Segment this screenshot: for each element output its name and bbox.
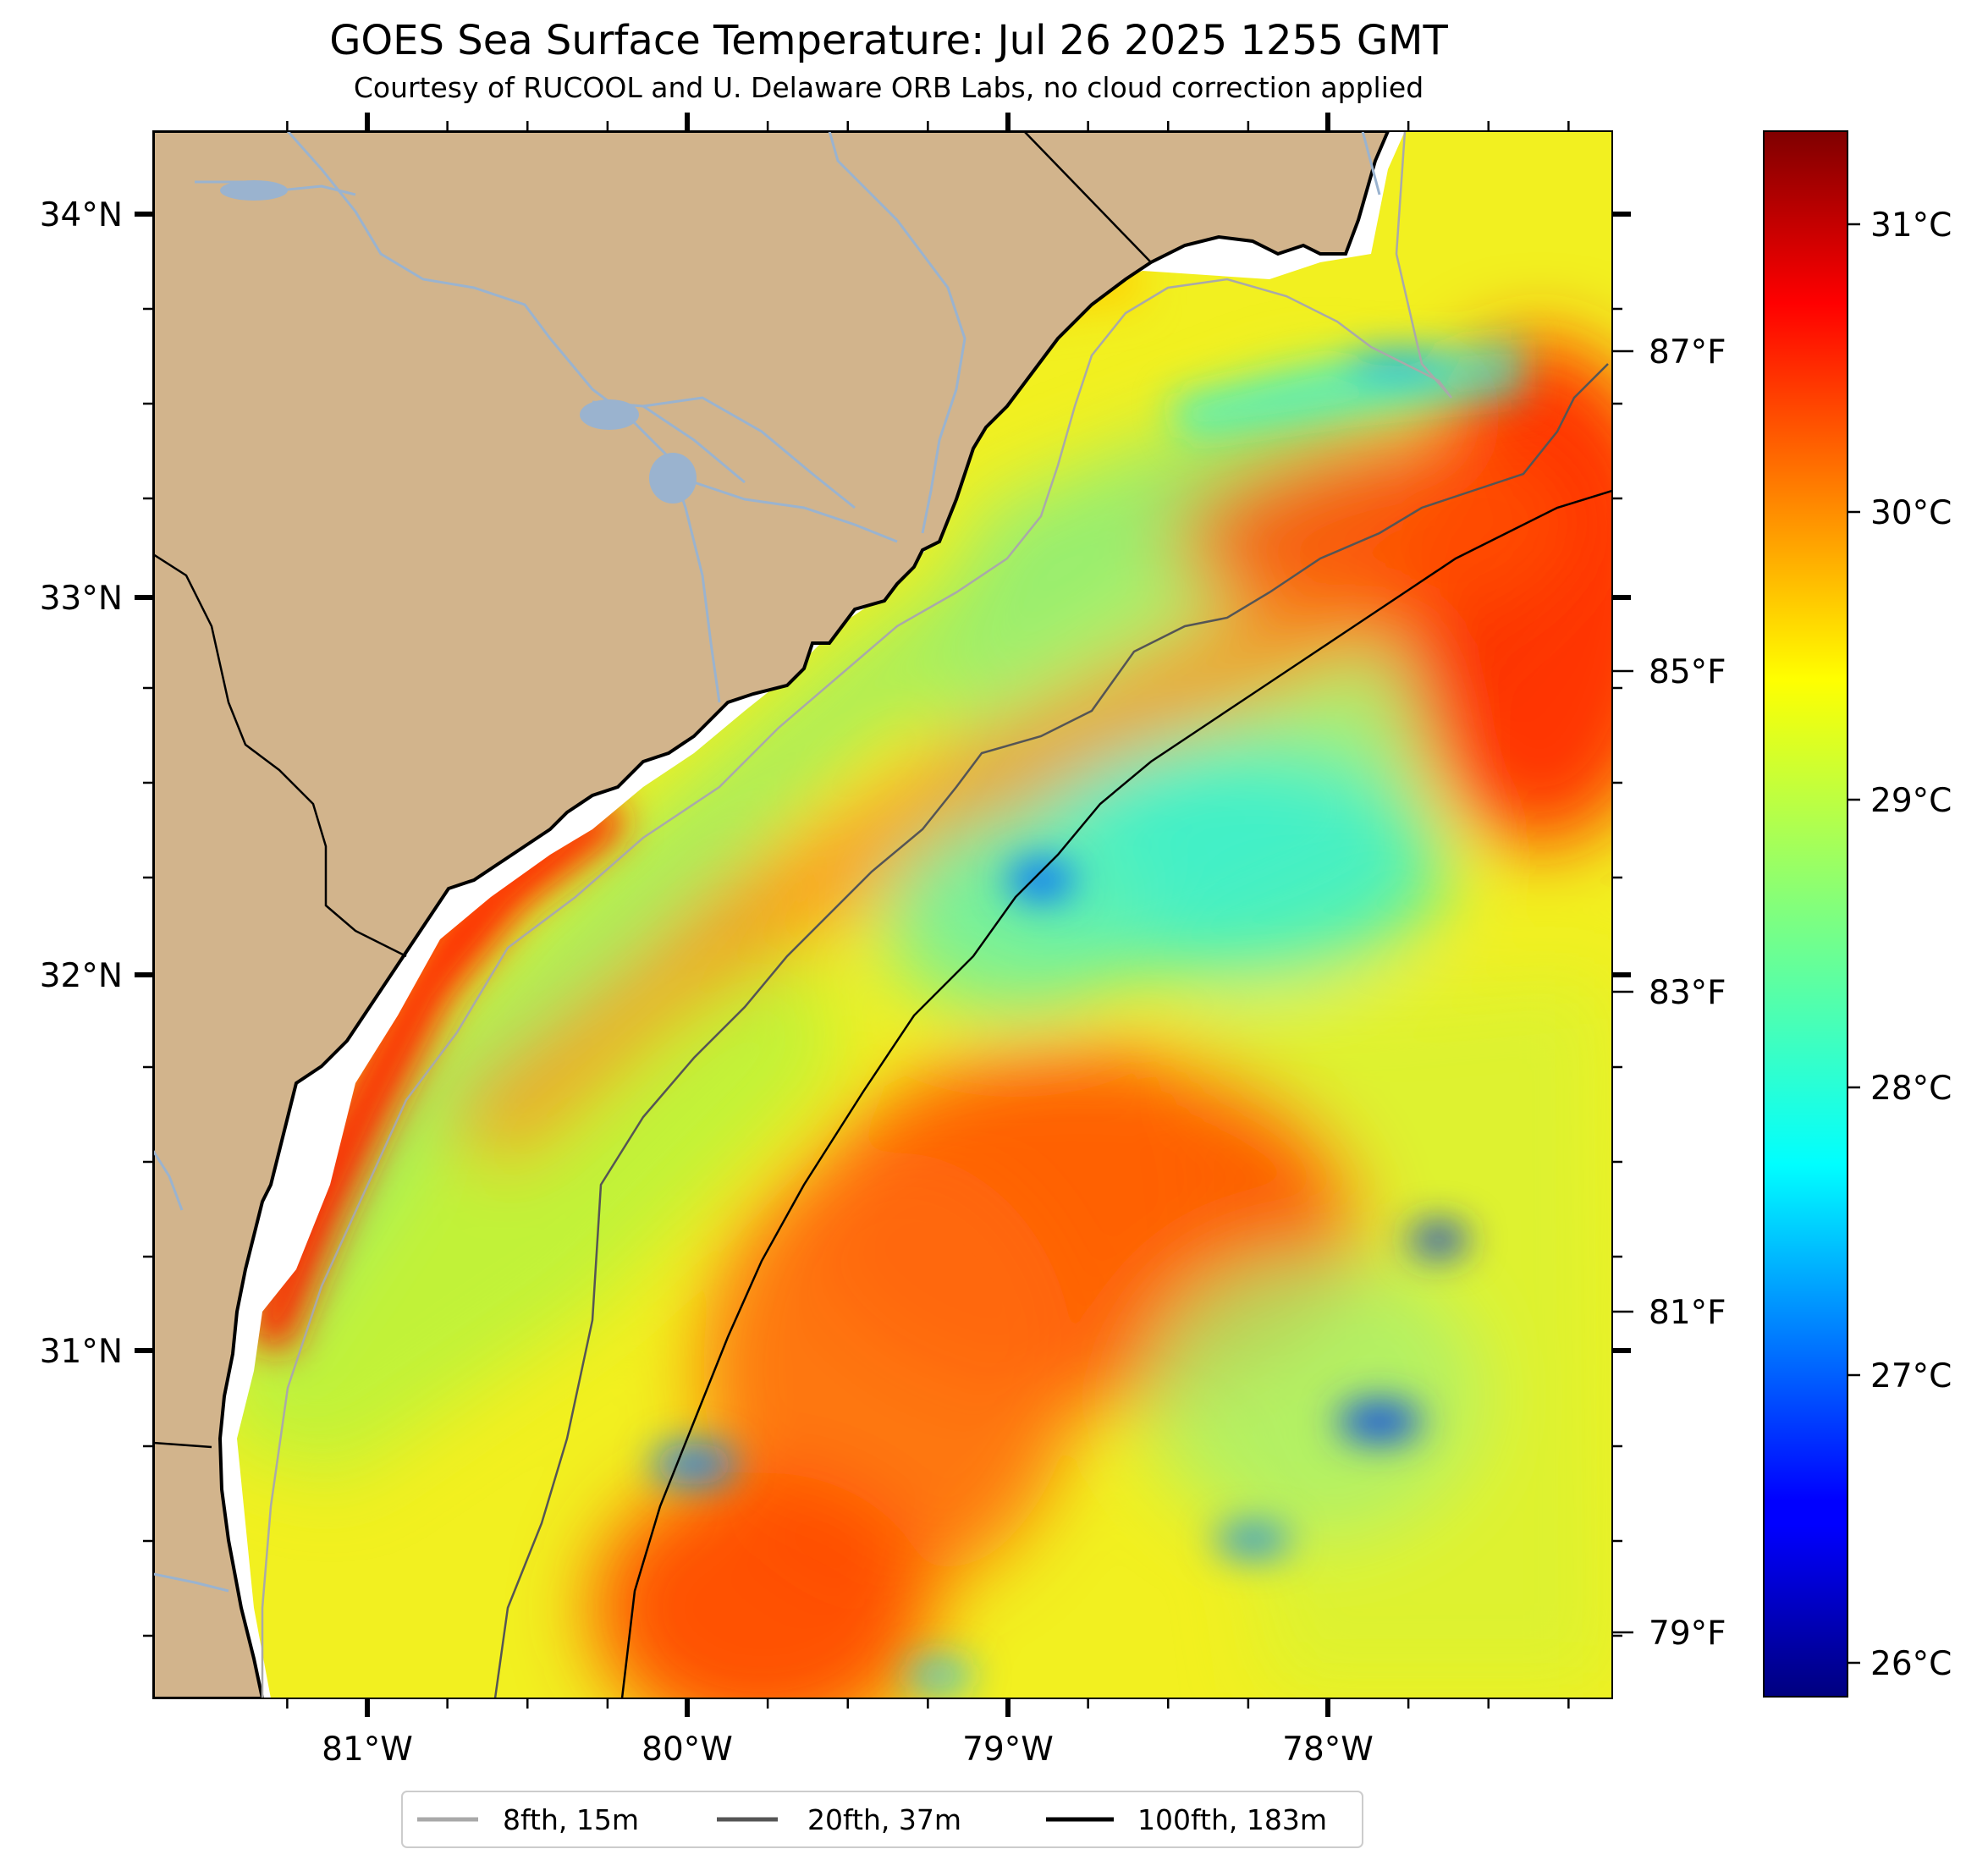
major-ticks bbox=[135, 113, 1631, 1717]
land bbox=[153, 131, 1405, 1698]
fahrenheit-label-87: 87°F bbox=[1649, 333, 1726, 371]
colorbar-ticks bbox=[1848, 223, 1860, 1665]
fahrenheit-label-81: 81°F bbox=[1649, 1294, 1726, 1332]
chart-subtitle: Courtesy of RUCOOL and U. Delaware ORB L… bbox=[353, 71, 1424, 104]
map-frame bbox=[152, 130, 1613, 1699]
legend-label-100fth: 100fth, 183m bbox=[1137, 1803, 1327, 1836]
lat-label-32: 32°N bbox=[40, 957, 123, 995]
colorbar bbox=[1763, 130, 1848, 1698]
colorbar-label-28c: 28°C bbox=[1870, 1070, 1952, 1108]
lon-label-81: 81°W bbox=[322, 1731, 413, 1769]
legend: 8fth, 15m 20fth, 37m 100fth, 183m bbox=[401, 1791, 1363, 1848]
fahrenheit-label-85: 85°F bbox=[1649, 653, 1726, 691]
lat-label-34: 34°N bbox=[40, 196, 123, 234]
minor-ticks bbox=[143, 121, 1622, 1709]
isobath-8fth bbox=[261, 131, 1452, 1698]
legend-label-8fth: 8fth, 15m bbox=[503, 1803, 639, 1836]
colorbar-label-30c: 30°C bbox=[1870, 494, 1952, 532]
colorbar-label-31c: 31°C bbox=[1870, 206, 1952, 245]
fahrenheit-ticks bbox=[1612, 349, 1633, 1634]
fahrenheit-label-79: 79°F bbox=[1649, 1615, 1726, 1653]
lon-label-78: 78°W bbox=[1282, 1731, 1374, 1769]
fahrenheit-label-83: 83°F bbox=[1649, 974, 1726, 1012]
legend-label-20fth: 20fth, 37m bbox=[807, 1803, 961, 1836]
lon-label-79: 79°W bbox=[962, 1731, 1054, 1769]
lat-label-31: 31°N bbox=[40, 1333, 123, 1371]
colorbar-label-26c: 26°C bbox=[1870, 1645, 1952, 1683]
chart-title: GOES Sea Surface Temperature: Jul 26 202… bbox=[329, 17, 1448, 64]
isobath-100fth bbox=[620, 489, 1612, 1698]
colorbar-label-29c: 29°C bbox=[1870, 782, 1952, 820]
isobaths bbox=[261, 131, 1612, 1698]
lat-label-33: 33°N bbox=[40, 580, 123, 618]
lon-label-80: 80°W bbox=[642, 1731, 733, 1769]
colorbar-label-27c: 27°C bbox=[1870, 1357, 1952, 1395]
isobath-20fth bbox=[493, 363, 1609, 1698]
land-mass bbox=[153, 131, 1390, 1698]
